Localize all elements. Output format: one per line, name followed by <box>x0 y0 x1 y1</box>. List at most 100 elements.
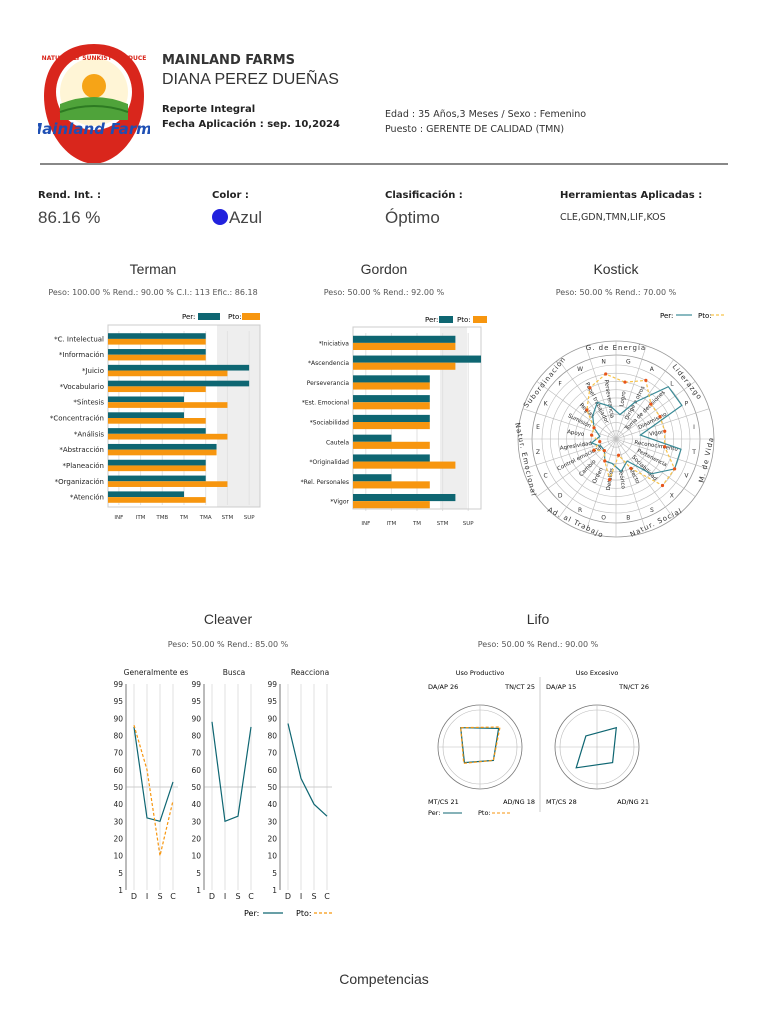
terman-bar-per <box>108 428 206 434</box>
lifo-exc-label-3: AD/NG 21 <box>617 798 649 806</box>
kostick-point-pto <box>663 445 667 449</box>
lifo-title: Lifo <box>526 611 550 627</box>
kostick-spoke <box>522 438 617 470</box>
lifo-chart: Uso Productivo Uso Excesivo DA/AP 26 TN/… <box>428 669 649 817</box>
terman-bar-per <box>108 396 184 403</box>
terman-bar-pto <box>108 338 206 345</box>
lifo-exc-label-0: DA/AP 15 <box>546 683 576 691</box>
herramientas-value: CLE,GDN,TMN,LIF,KOS <box>560 212 666 223</box>
cleaver-ytick: 80 <box>267 732 277 741</box>
terman-bar-pto <box>108 402 228 408</box>
kostick-point-pto <box>585 408 589 412</box>
gordon-category-label: *Originalidad <box>310 459 350 466</box>
cleaver-xtick: S <box>235 892 240 901</box>
terman-title: Terman <box>129 261 177 277</box>
cleaver-ytick: 30 <box>113 817 123 826</box>
cleaver-ytick: 20 <box>191 835 201 844</box>
terman-category-label: *Síntesis <box>73 399 104 407</box>
kostick-group-label: G. de Energía <box>586 344 646 352</box>
gordon-xtick: INF <box>361 521 370 527</box>
competencias-title: Competencias <box>339 971 429 987</box>
kostick-point-pto <box>660 483 665 488</box>
lifo-prod-label-0: DA/AP 26 <box>428 683 458 691</box>
cleaver-ytick: 50 <box>191 783 201 792</box>
gordon-category-label: Perseverancia <box>307 380 350 387</box>
rend-value: 86.16 % <box>38 208 101 227</box>
cleaver-ytick: 80 <box>191 732 201 741</box>
kostick-series-per <box>590 385 683 475</box>
kostick-point-pto <box>590 433 594 437</box>
gordon-category-label: *Sociabilidad <box>310 420 349 427</box>
cleaver-ytick: 10 <box>267 852 277 861</box>
cleaver-xtick: D <box>131 892 137 901</box>
cleaver-ytick: 5 <box>118 869 123 878</box>
cleaver-ytick: 99 <box>113 680 123 689</box>
cleaver-ytick: 90 <box>191 714 201 723</box>
kostick-letter: A <box>650 366 655 373</box>
kostick-legend-per: Per: <box>660 312 673 320</box>
gordon-bar-per <box>353 335 456 343</box>
terman-bar-pto <box>108 481 228 487</box>
lifo-panel-productivo: Uso Productivo <box>456 669 505 677</box>
kostick-letter: F <box>558 381 562 388</box>
cleaver-panel-title: Generalmente es <box>124 668 189 677</box>
gordon-bar-pto <box>353 362 456 370</box>
kostick-spoke <box>615 438 710 470</box>
gordon-bar-pto <box>353 481 430 489</box>
terman-bar-pto <box>108 354 206 361</box>
gordon-bar-pto <box>353 422 430 430</box>
cleaver-panel-title: Reacciona <box>291 668 329 677</box>
kostick-spoke <box>585 345 617 440</box>
kostick-letter: G <box>626 358 631 365</box>
gordon-bar-per <box>353 434 392 442</box>
cleaver-ytick: 1 <box>272 886 277 895</box>
kostick-point-pto <box>588 386 592 390</box>
terman-xtick: TM <box>179 515 188 521</box>
cleaver-ytick: 50 <box>267 783 277 792</box>
kostick-spoke <box>615 345 647 440</box>
terman-legend-pto: Pto: <box>228 313 242 321</box>
terman-bar-per <box>108 412 184 418</box>
terman-legend-per-swatch <box>198 313 220 320</box>
kostick-letter: E <box>536 424 540 431</box>
terman-stats: Peso: 100.00 % Rend.: 90.00 % C.I.: 113 … <box>48 288 258 297</box>
terman-category-label: *C. Intelectual <box>54 335 104 343</box>
kostick-title: Kostick <box>593 261 639 277</box>
terman-bar-per <box>108 349 206 355</box>
kostick-spoke <box>615 438 674 519</box>
color-label: Color : <box>212 190 249 201</box>
kostick-point-pto <box>616 453 621 457</box>
kostick-point-pto <box>663 429 667 433</box>
gordon-title: Gordon <box>360 261 408 277</box>
lifo-series-per <box>460 727 500 764</box>
terman-bar-pto <box>108 386 206 393</box>
gordon-xtick: ITM <box>387 521 397 527</box>
gordon-legend-pto-swatch <box>473 316 487 323</box>
terman-legend-pto-swatch <box>242 313 260 320</box>
gordon-bar-pto <box>353 501 430 509</box>
terman-category-label: *Planeación <box>62 462 104 470</box>
terman-xtick: TMB <box>155 515 168 521</box>
kostick-spoke <box>615 438 647 533</box>
kostick-letter: Z <box>536 449 540 456</box>
lifo-prod-label-1: TN/CT 25 <box>504 683 535 691</box>
cleaver-legend-pto: Pto: <box>296 909 312 918</box>
gordon-category-label: *Rel. Personales <box>301 479 349 486</box>
gordon-legend-per: Per: <box>425 316 438 324</box>
lifo-prod-label-2: MT/CS 21 <box>428 798 459 806</box>
application-date: Fecha Aplicación : sep. 10,2024 <box>162 119 340 130</box>
lifo-legend-pto: Pto: <box>478 809 491 817</box>
kostick-point-pto <box>658 415 662 419</box>
person-name: DIANA PEREZ DUEÑAS <box>162 71 339 88</box>
cleaver-xtick: C <box>248 892 254 901</box>
cleaver-ytick: 95 <box>113 697 123 706</box>
cleaver-xtick: D <box>285 892 291 901</box>
kostick-spoke <box>558 359 617 440</box>
gordon-bar-per <box>353 493 456 502</box>
gordon-bar-pto <box>353 402 430 410</box>
cleaver-ytick: 99 <box>191 680 201 689</box>
terman-bar-pto <box>108 433 228 440</box>
terman-bar-pto <box>108 370 228 377</box>
cleaver-ytick: 80 <box>113 732 123 741</box>
